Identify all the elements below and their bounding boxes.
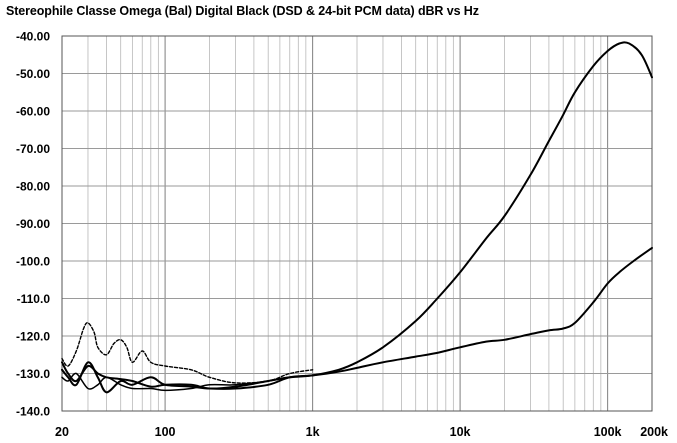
- y-tick-label: -60.00: [16, 105, 50, 119]
- y-tick-label: -100.0: [16, 255, 50, 269]
- y-tick-label: -120.0: [16, 330, 50, 344]
- series-line-2: [61, 246, 653, 394]
- y-tick-label: -140.0: [16, 405, 50, 419]
- series-line-4: [61, 372, 314, 392]
- y-tick-label: -80.00: [16, 180, 50, 194]
- x-tick-label: 10k: [450, 425, 471, 439]
- series-line-1: [61, 41, 653, 390]
- y-tick-label: -90.00: [16, 217, 50, 231]
- x-tick-label: 20: [55, 425, 69, 439]
- x-axis-ticks: 20 100 1k 10k 100k 200k: [55, 425, 668, 439]
- x-tick-label: 100: [155, 425, 176, 439]
- y-tick-label: -110.0: [17, 292, 51, 306]
- y-tick-label: -40.00: [16, 30, 50, 44]
- plot-frame: [61, 35, 653, 412]
- chart-title: Stereophile Classe Omega (Bal) Digital B…: [6, 4, 479, 18]
- y-axis-ticks: -40.00 -50.00 -60.00 -70.00 -80.00 -90.00 -100…: [16, 30, 50, 419]
- series-line-3: [61, 322, 314, 384]
- grid: [61, 35, 653, 412]
- x-tick-label: 100k: [594, 425, 622, 439]
- x-tick-label: 1k: [306, 425, 320, 439]
- plot-border: [61, 35, 653, 412]
- series-group: [61, 41, 653, 394]
- y-tick-label: -130.0: [16, 367, 50, 381]
- y-tick-label: -50.00: [16, 67, 50, 81]
- x-tick-label: 200k: [640, 425, 668, 439]
- y-tick-label: -70.00: [16, 142, 50, 156]
